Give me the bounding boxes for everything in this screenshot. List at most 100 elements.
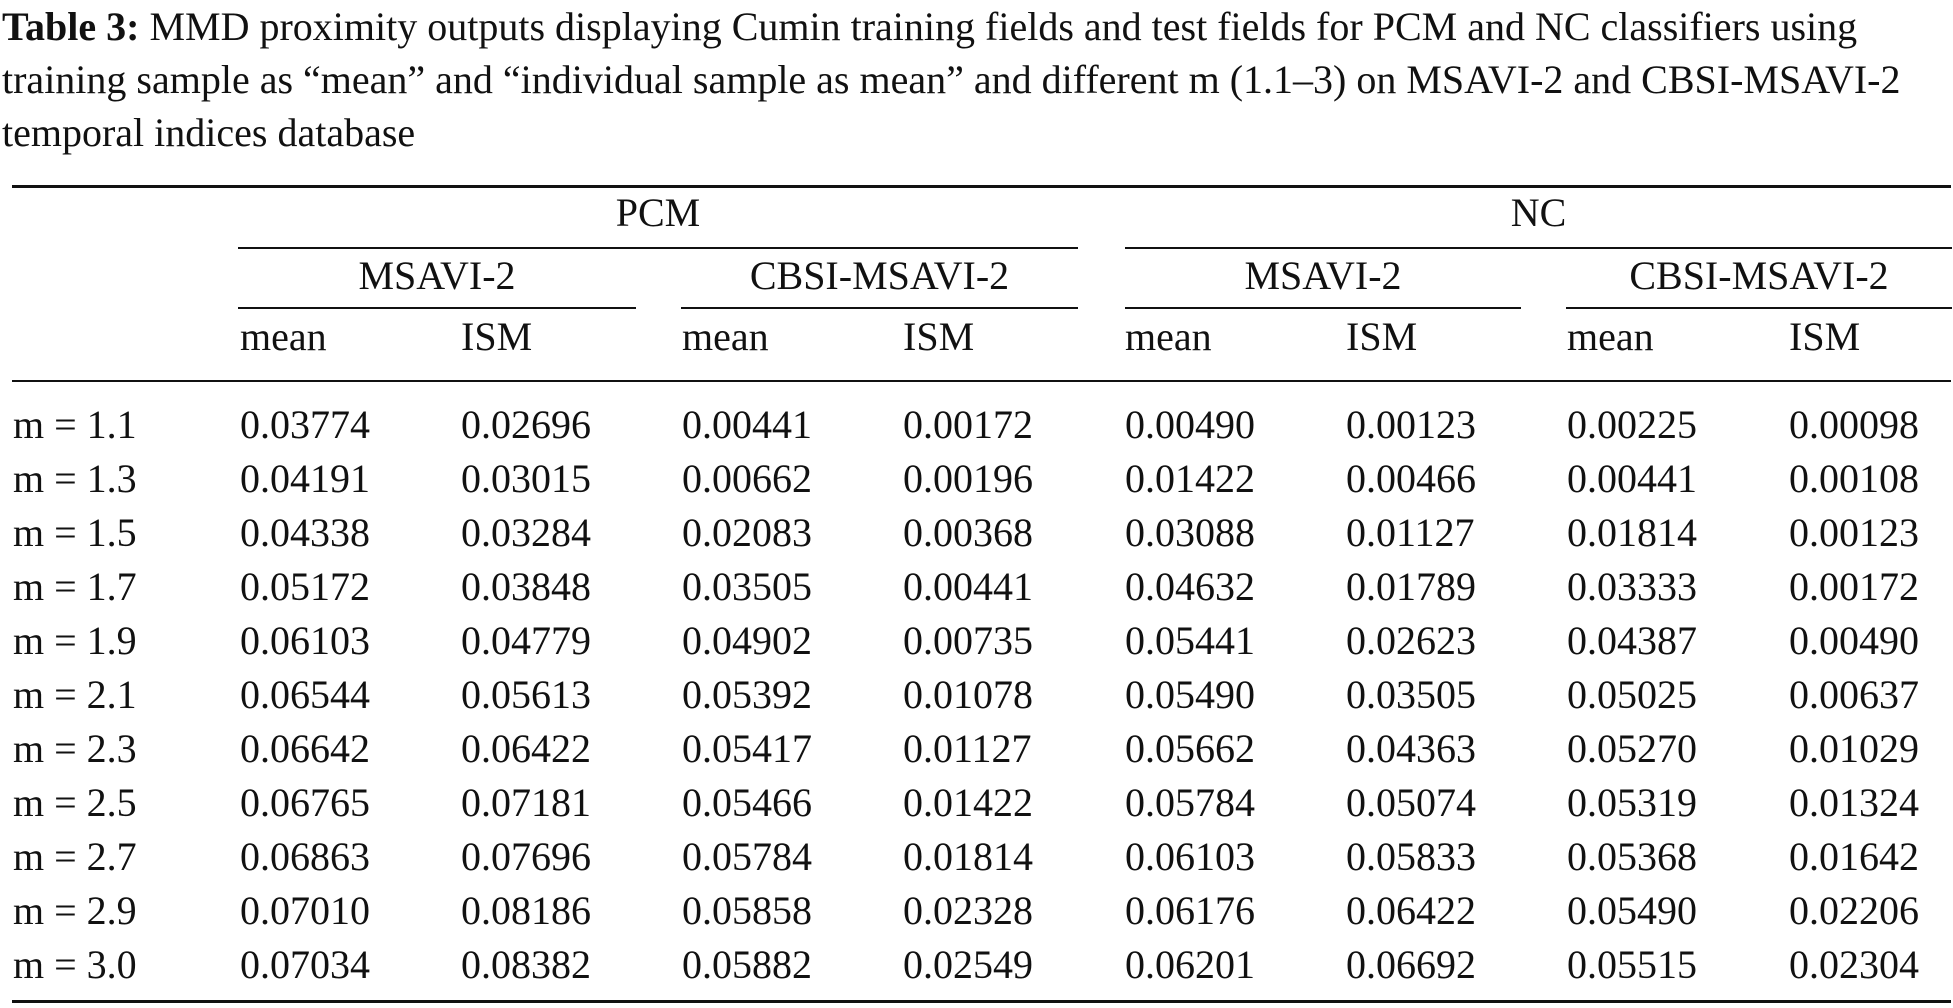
table-cell: 0.06692 [1346,942,1476,987]
table-cell: 0.02206 [1789,888,1919,933]
table-cell: 0.05490 [1125,672,1255,717]
table-cell: 0.05441 [1125,618,1255,663]
table-cell: 0.01789 [1346,564,1476,609]
table-cell: 0.04632 [1125,564,1255,609]
table-cell: 0.00466 [1346,456,1476,501]
row-label: m = 2.5 [13,780,137,825]
table-cell: 0.08382 [461,942,591,987]
table-cell: 0.00441 [1567,456,1697,501]
table-cell: 0.06422 [461,726,591,771]
table-caption: Table 3: MMD proximity outputs displayin… [2,0,1950,159]
table-cell: 0.06544 [240,672,370,717]
column-header: ISM [461,314,533,359]
table-cell: 0.01422 [1125,456,1255,501]
table-cell: 0.05662 [1125,726,1255,771]
top-rule [12,185,1951,188]
table-cell: 0.05025 [1567,672,1697,717]
table-cell: 0.05074 [1346,780,1476,825]
row-label: m = 2.3 [13,726,137,771]
table-cell: 0.06176 [1125,888,1255,933]
table-cell: 0.01814 [1567,510,1697,555]
table-cell: 0.03505 [1346,672,1476,717]
table-cell: 0.05490 [1567,888,1697,933]
table-cell: 0.00441 [682,402,812,447]
table-cell: 0.06765 [240,780,370,825]
table-cell: 0.02696 [461,402,591,447]
column-header: mean [240,314,327,359]
table-cell: 0.00108 [1789,456,1919,501]
row-label: m = 3.0 [13,942,137,987]
table-cell: 0.00172 [903,402,1033,447]
subgroup-header-pcm-cbsi-msavi2: CBSI-MSAVI-2 [749,253,1010,298]
row-label: m = 1.7 [13,564,137,609]
table-cell: 0.01078 [903,672,1033,717]
table-cell: 0.04363 [1346,726,1476,771]
group-header-nc: NC [1510,190,1567,235]
column-header: mean [1125,314,1212,359]
table-cell: 0.06103 [1125,834,1255,879]
table-cell: 0.01642 [1789,834,1919,879]
subgroup-rule [1566,307,1952,309]
table-cell: 0.01127 [903,726,1032,771]
table-cell: 0.05613 [461,672,591,717]
row-label: m = 1.3 [13,456,137,501]
table-cell: 0.03284 [461,510,591,555]
table-cell: 0.05784 [1125,780,1255,825]
table-cell: 0.00441 [903,564,1033,609]
table-cell: 0.05858 [682,888,812,933]
row-label: m = 1.1 [13,402,137,447]
table-cell: 0.01422 [903,780,1033,825]
header-rule [12,380,1951,382]
table-cell: 0.03505 [682,564,812,609]
table-cell: 0.07181 [461,780,591,825]
row-label: m = 2.7 [13,834,137,879]
table-cell: 0.01814 [903,834,1033,879]
column-header: ISM [1346,314,1418,359]
table-cell: 0.00225 [1567,402,1697,447]
table-cell: 0.04779 [461,618,591,663]
table-cell: 0.05515 [1567,942,1697,987]
column-header: mean [1567,314,1654,359]
table-cell: 0.06422 [1346,888,1476,933]
row-label: m = 2.9 [13,888,137,933]
table-cell: 0.05392 [682,672,812,717]
table-cell: 0.02623 [1346,618,1476,663]
table-cell: 0.08186 [461,888,591,933]
table-cell: 0.02304 [1789,942,1919,987]
table-cell: 0.00637 [1789,672,1919,717]
table-cell: 0.02549 [903,942,1033,987]
table-cell: 0.06201 [1125,942,1255,987]
subgroup-header-pcm-msavi2: MSAVI-2 [358,253,516,298]
table-cell: 0.04191 [240,456,370,501]
table-cell: 0.03088 [1125,510,1255,555]
group-rule-pcm [238,247,1078,249]
table-cell: 0.05319 [1567,780,1697,825]
group-rule-nc [1125,247,1952,249]
table-cell: 0.06642 [240,726,370,771]
table-cell: 0.00123 [1346,402,1476,447]
table-cell: 0.00196 [903,456,1033,501]
table-cell: 0.01324 [1789,780,1919,825]
table-cell: 0.05784 [682,834,812,879]
table-cell: 0.02328 [903,888,1033,933]
table-cell: 0.05368 [1567,834,1697,879]
table-cell: 0.05466 [682,780,812,825]
table-cell: 0.00172 [1789,564,1919,609]
table-cell: 0.01029 [1789,726,1919,771]
table-cell: 0.05882 [682,942,812,987]
column-header: mean [682,314,769,359]
table-cell: 0.00123 [1789,510,1919,555]
table-cell: 0.05172 [240,564,370,609]
table-cell: 0.03774 [240,402,370,447]
row-label: m = 1.5 [13,510,137,555]
caption-text: MMD proximity outputs displaying Cumin t… [2,4,1901,155]
table-cell: 0.05417 [682,726,812,771]
table-cell: 0.06863 [240,834,370,879]
subgroup-header-nc-msavi2: MSAVI-2 [1244,253,1402,298]
table-cell: 0.06103 [240,618,370,663]
column-header: ISM [903,314,975,359]
bottom-rule [12,1000,1951,1003]
table-cell: 0.00490 [1789,618,1919,663]
table-cell: 0.00662 [682,456,812,501]
